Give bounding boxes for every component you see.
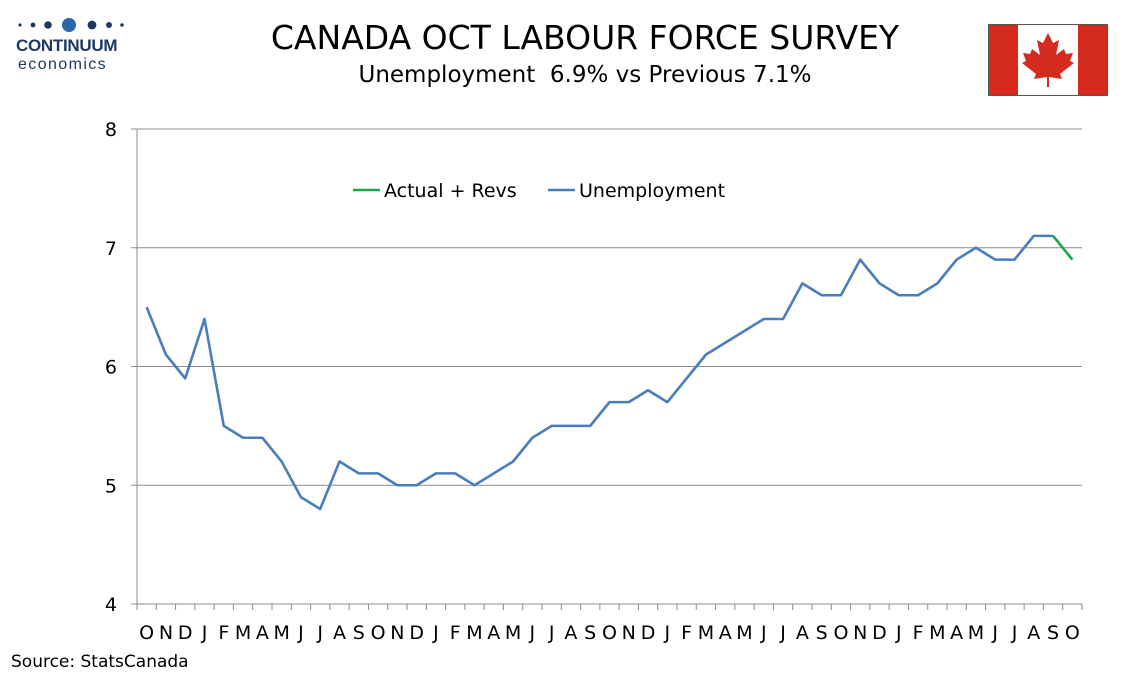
x-tick-label: A <box>719 622 732 644</box>
x-tick-label: J <box>1011 622 1018 644</box>
brand-logo: CONTINUUM economics <box>14 14 132 76</box>
y-tick-label: 5 <box>105 475 117 497</box>
series-lines <box>145 234 1074 511</box>
legend-label-1: Actual + Revs <box>384 180 517 202</box>
x-tick-label: O <box>1065 622 1080 644</box>
x-tick-label: A <box>1027 622 1040 644</box>
brand-sub: economics <box>18 56 108 73</box>
series-line-1 <box>1052 235 1074 261</box>
logo-dots-icon <box>18 18 124 32</box>
x-tick-label: D <box>872 622 887 644</box>
x-tick-label: J <box>316 622 323 644</box>
x-tick-label: J <box>201 622 208 644</box>
x-tick-label: A <box>796 622 809 644</box>
x-tick-label: A <box>256 622 269 644</box>
x-tick-label: S <box>353 622 365 644</box>
y-tick-label: 4 <box>105 594 117 616</box>
x-tick-label: N <box>622 622 636 644</box>
x-tick-label: O <box>833 622 848 644</box>
x-tick-label: J <box>760 622 767 644</box>
source-note: Source: StatsCanada <box>11 652 189 672</box>
x-tick-label: O <box>371 622 386 644</box>
x-tick-label: S <box>816 622 828 644</box>
x-tick-label: M <box>273 622 289 644</box>
x-tick-label: O <box>139 622 154 644</box>
x-tick-label: F <box>681 622 692 644</box>
x-tick-label: J <box>297 622 304 644</box>
x-tick-label: J <box>432 622 439 644</box>
x-tick-label: F <box>913 622 924 644</box>
x-tick-label: J <box>529 622 536 644</box>
chart-subtitle: Unemployment 6.9% vs Previous 7.1% <box>358 62 812 88</box>
x-tick-label: A <box>487 622 500 644</box>
x-tick-label: J <box>991 622 998 644</box>
x-tick-label: D <box>409 622 424 644</box>
x-tick-label: M <box>505 622 521 644</box>
legend-label-0: Unemployment <box>579 180 725 202</box>
y-tick-label: 8 <box>105 119 117 141</box>
x-tick-label: O <box>602 622 617 644</box>
brand-name: CONTINUUM <box>16 36 118 55</box>
x-tick-label: M <box>235 622 251 644</box>
x-tick-label: N <box>390 622 404 644</box>
x-tick-label: M <box>736 622 752 644</box>
x-tick-label: A <box>333 622 346 644</box>
x-tick-label: S <box>1047 622 1059 644</box>
x-tick-label: M <box>929 622 945 644</box>
x-tick-label: D <box>178 622 193 644</box>
y-tick-label: 6 <box>105 357 117 379</box>
x-tick-label: J <box>779 622 786 644</box>
chart-title: CANADA OCT LABOUR FORCE SURVEY <box>270 18 900 57</box>
x-tick-label: J <box>895 622 902 644</box>
series-line-0 <box>145 234 1054 511</box>
x-tick-label: N <box>159 622 173 644</box>
y-tick-label: 7 <box>105 238 117 260</box>
canada-flag-icon <box>988 24 1108 96</box>
x-tick-label: M <box>968 622 984 644</box>
x-tick-label: D <box>641 622 656 644</box>
x-tick-label: F <box>218 622 229 644</box>
x-tick-label: J <box>664 622 671 644</box>
x-tick-label: M <box>698 622 714 644</box>
x-tick-label: S <box>584 622 596 644</box>
legend: Actual + Revs Unemployment <box>353 180 725 202</box>
x-tick-label: A <box>950 622 963 644</box>
x-tick-label: J <box>548 622 555 644</box>
x-tick-label: M <box>466 622 482 644</box>
x-tick-label: A <box>564 622 577 644</box>
x-tick-label: N <box>853 622 867 644</box>
x-tick-label: F <box>450 622 461 644</box>
